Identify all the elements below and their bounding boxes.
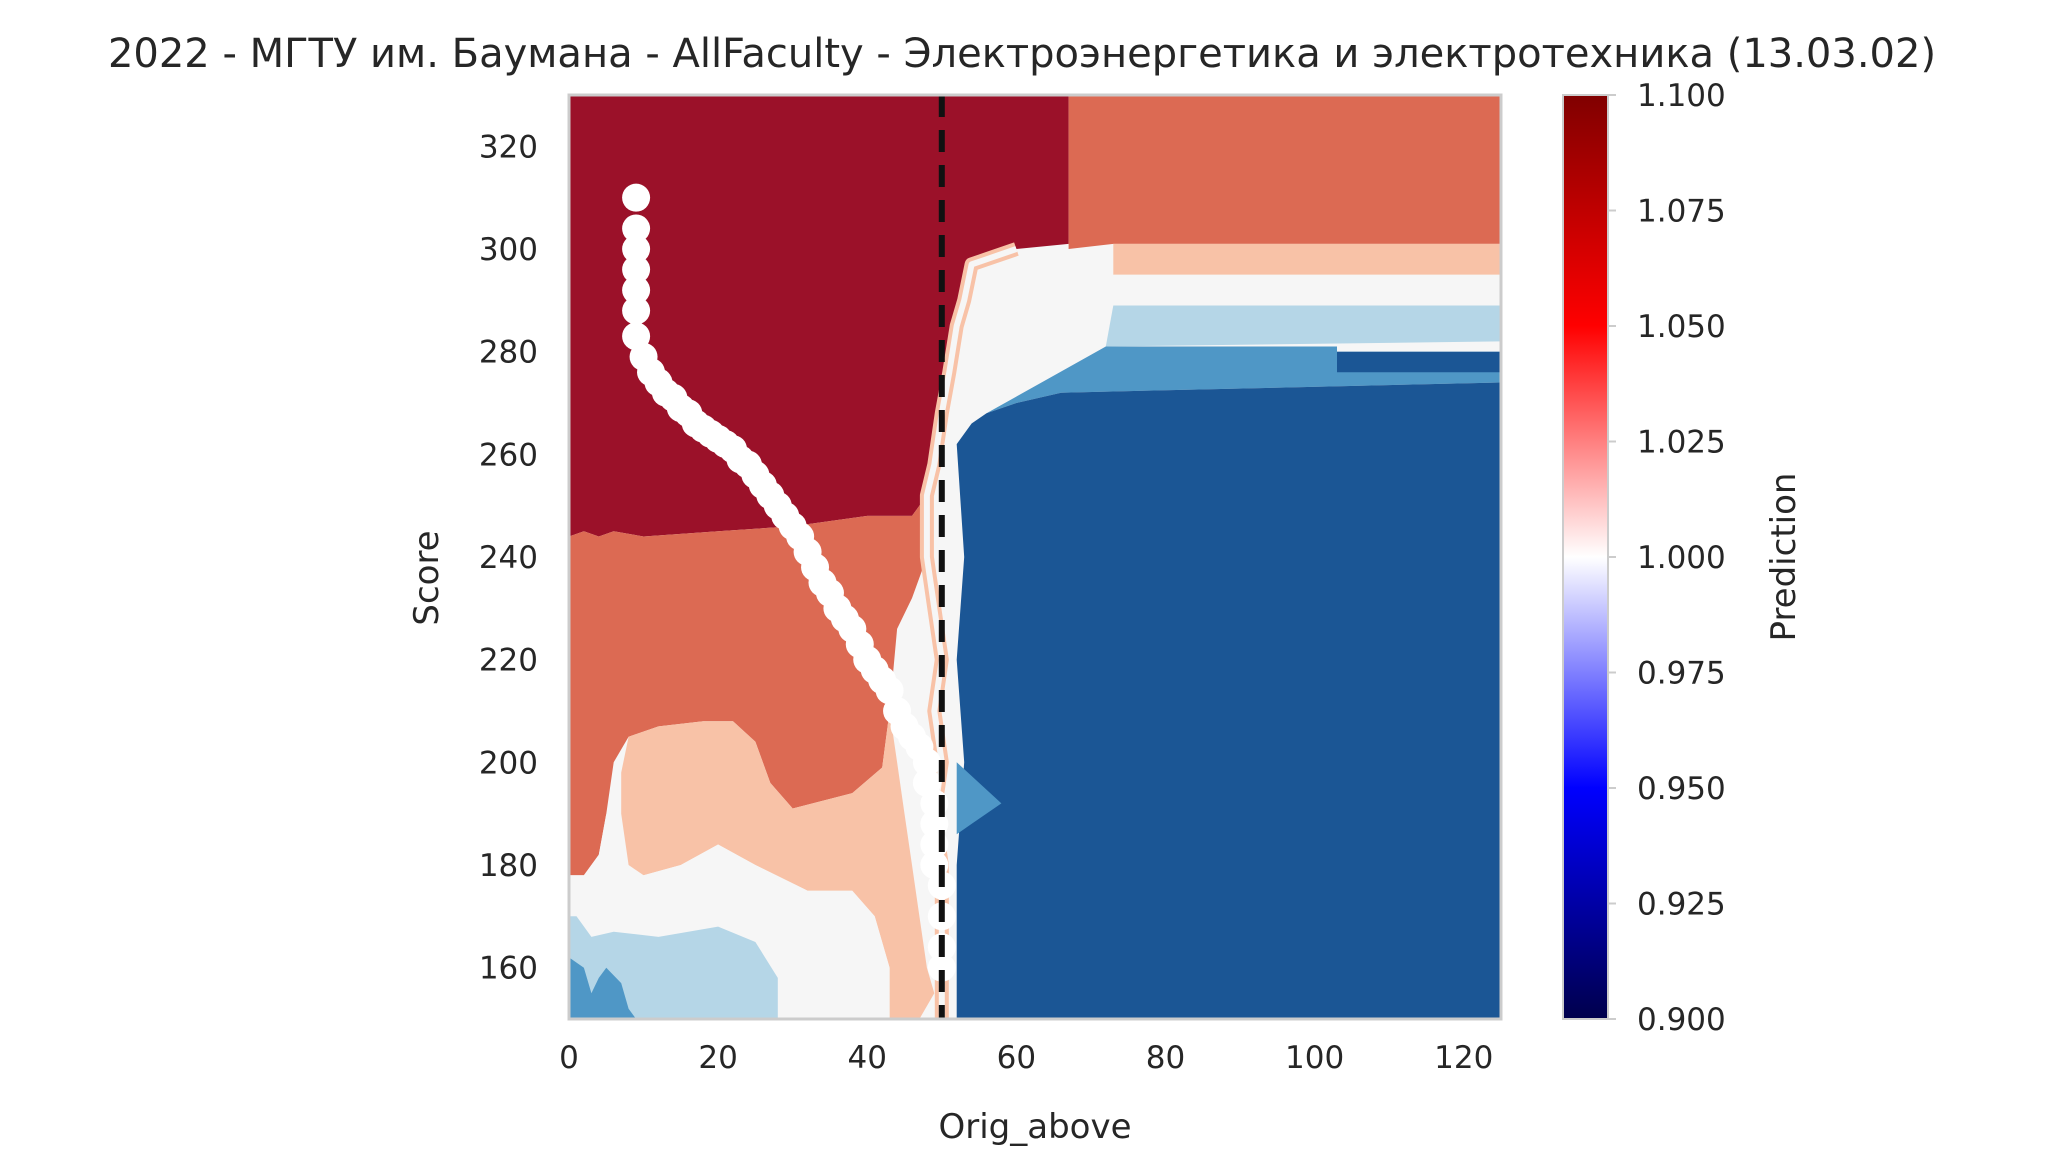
colorbar-tick-label: 0.975	[1637, 656, 1726, 692]
colorbar-tick-label: 0.925	[1637, 887, 1726, 923]
colorbar-tick-label: 1.025	[1637, 425, 1726, 461]
path-point	[912, 748, 941, 777]
x-tick-label: 40	[848, 1040, 887, 1076]
x-axis-ticks: 0 20 40 60 80 100 120	[559, 1040, 1493, 1076]
y-axis-ticks: 160 180 200 220 240 260 280 300 320	[479, 129, 538, 986]
colorbar-tick-label: 0.950	[1637, 771, 1726, 807]
x-tick-label: 0	[559, 1040, 579, 1076]
heatmap-region-9	[956, 762, 1002, 835]
y-tick-label: 220	[479, 643, 538, 679]
heatmap-region-14	[569, 957, 637, 1019]
colorbar-tick-label: 1.100	[1637, 78, 1726, 114]
chart-title: 2022 - МГТУ им. Баумана - AllFaculty - Э…	[108, 31, 1936, 77]
y-tick-label: 260	[479, 437, 538, 473]
path-point	[622, 276, 651, 305]
x-axis-label: Orig_above	[938, 1107, 1131, 1147]
path-point	[622, 214, 651, 243]
colorbar-ticks: 0.900 0.925 0.950 0.975 1.000 1.025 1.050 1.075…	[1608, 78, 1726, 1038]
heatmap-region-4	[1113, 274, 1501, 306]
heatmap-region-3	[1113, 243, 1501, 275]
x-tick-label: 80	[1146, 1040, 1185, 1076]
x-tick-label: 20	[698, 1040, 737, 1076]
colorbar-tick-label: 1.050	[1637, 309, 1726, 345]
colorbar-tick-label: 1.000	[1637, 540, 1726, 576]
y-tick-label: 180	[479, 848, 538, 884]
plot-frame	[567, 93, 1503, 1021]
path-point	[622, 183, 651, 212]
colorbar	[1562, 94, 1609, 1020]
path-point	[927, 953, 956, 982]
heatmap-region-2	[1068, 95, 1501, 249]
y-tick-label: 320	[479, 129, 538, 165]
x-tick-label: 100	[1285, 1040, 1344, 1076]
y-tick-label: 200	[479, 745, 538, 781]
x-tick-label: 120	[1434, 1040, 1493, 1076]
y-tick-label: 280	[479, 335, 538, 371]
path-point	[622, 255, 651, 284]
x-tick-label: 60	[997, 1040, 1036, 1076]
colorbar-label: Prediction	[1764, 473, 1804, 642]
colorbar-tick-label: 0.900	[1637, 1002, 1726, 1038]
y-axis-label: Score	[407, 530, 447, 625]
heatmap-region-12	[569, 813, 890, 1019]
heatmap-regions	[569, 95, 1501, 1019]
heatmap-region-11	[621, 711, 935, 1019]
heatmap-region-7	[1337, 351, 1501, 373]
colorbar-tick-label: 1.075	[1637, 194, 1726, 230]
heatmap-region-8	[956, 382, 1501, 1019]
y-tick-label: 160	[479, 951, 538, 987]
heatmap-region-5	[1105, 305, 1501, 347]
path-point	[622, 235, 651, 263]
trajectory-points	[622, 183, 956, 982]
y-tick-label: 300	[479, 232, 538, 268]
path-point	[622, 296, 651, 325]
y-tick-label: 240	[479, 540, 538, 576]
